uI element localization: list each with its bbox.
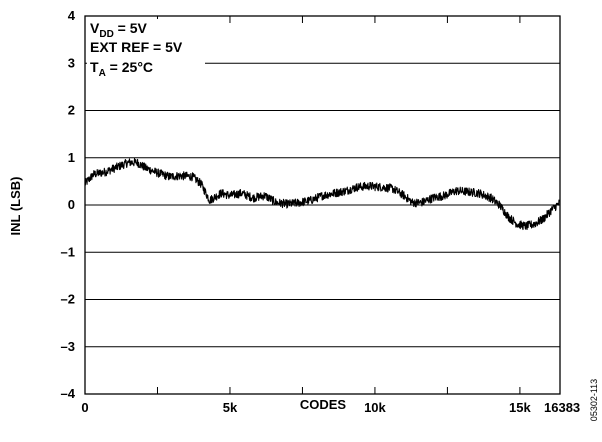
y-tick-label: 4 bbox=[68, 8, 76, 23]
plot-border bbox=[84, 15, 561, 395]
tick-labels: 4 3 2 1 0 –1 –2 –3 –4 0 5k 10k 15k 16383 bbox=[61, 8, 581, 415]
x-tick-label: 5k bbox=[223, 400, 238, 415]
y-tick-label: 3 bbox=[68, 55, 75, 70]
annotation-line: TA = 25°C bbox=[90, 59, 153, 79]
plot-frame bbox=[84, 15, 561, 395]
inl-series-line bbox=[84, 157, 561, 231]
x-tick-label: 0 bbox=[81, 400, 88, 415]
annotation-line: EXT REF = 5V bbox=[90, 39, 183, 55]
axis-ticks bbox=[156, 16, 521, 394]
x-axis-title: CODES bbox=[300, 397, 347, 412]
x-tick-label: 15k bbox=[509, 400, 531, 415]
y-tick-label: 1 bbox=[68, 150, 75, 165]
figure-id: 05302-113 bbox=[589, 379, 599, 421]
annotation-background bbox=[87, 19, 205, 85]
x-tick-label: 10k bbox=[364, 400, 386, 415]
y-tick-label: 0 bbox=[68, 197, 75, 212]
y-tick-label: –2 bbox=[61, 292, 75, 307]
gridlines bbox=[85, 62, 560, 348]
y-tick-label: –1 bbox=[61, 244, 75, 259]
annotation-line: VDD = 5V bbox=[90, 20, 148, 40]
y-tick-label: –3 bbox=[61, 339, 75, 354]
y-axis-title: INL (LSB) bbox=[8, 177, 23, 236]
series-layer bbox=[84, 157, 561, 231]
y-tick-label: –4 bbox=[61, 386, 76, 401]
x-tick-label: 16383 bbox=[544, 400, 580, 415]
y-tick-label: 2 bbox=[68, 103, 75, 118]
